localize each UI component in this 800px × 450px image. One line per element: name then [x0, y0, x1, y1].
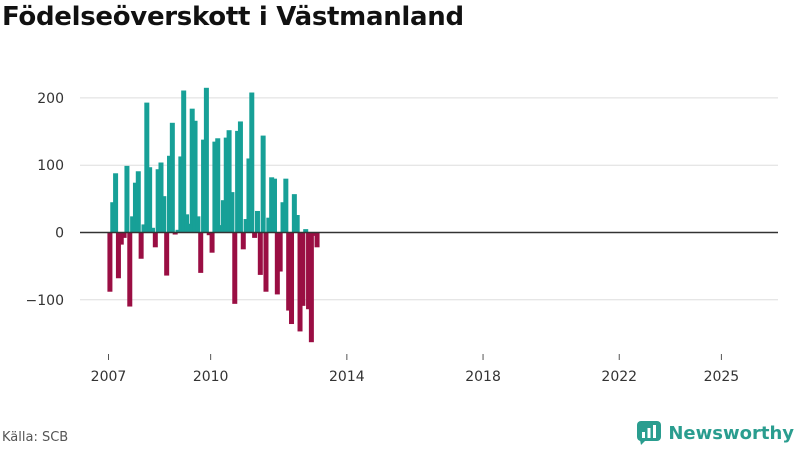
bar: [223, 137, 229, 233]
bar: [186, 223, 192, 233]
bar: [110, 202, 116, 233]
bar: [158, 162, 164, 233]
bar: [232, 232, 238, 304]
bar: [147, 167, 153, 233]
x-tick-label: 2022: [601, 369, 637, 385]
bar: [220, 200, 226, 233]
bar: [138, 232, 144, 259]
bar: [260, 135, 266, 233]
bars: [107, 87, 320, 343]
bar: [175, 229, 181, 233]
bar: [257, 232, 263, 275]
bar: [124, 165, 130, 233]
bar: [132, 182, 138, 233]
bar: [240, 232, 246, 250]
chart-title: Födelseöverskott i Västmanland: [2, 2, 464, 32]
bar: [203, 87, 209, 233]
bar: [297, 232, 303, 332]
bar: [215, 138, 221, 233]
bar: [249, 92, 255, 233]
x-tick-label: 2018: [465, 369, 501, 385]
bar: [283, 178, 289, 233]
brand-name: Newsworthy: [668, 422, 794, 444]
bar: [181, 90, 187, 233]
bar: [226, 130, 232, 233]
bar: [130, 216, 136, 233]
bar: [274, 232, 280, 295]
bar: [252, 232, 258, 238]
bar: [314, 232, 320, 248]
bar: [149, 227, 155, 233]
bar: [218, 225, 224, 233]
y-tick-label: 0: [55, 226, 64, 242]
y-tick-label: 100: [37, 158, 64, 174]
axes: −100 0 100 200 2007 2010 2014 2018 2022 2025: [26, 91, 778, 385]
bar: [172, 232, 178, 235]
bar: [263, 232, 269, 292]
bar: [152, 232, 158, 248]
bar: [212, 141, 218, 233]
bar: [269, 177, 275, 233]
bar: [235, 130, 241, 233]
bar: [303, 229, 309, 233]
bar: [286, 232, 292, 311]
bar: [277, 232, 283, 272]
bar: [113, 173, 119, 233]
bar: [291, 194, 297, 233]
x-tick-label: 2025: [704, 369, 740, 385]
bar: [209, 232, 215, 253]
bar: [246, 158, 252, 233]
bar: [254, 210, 260, 233]
bar: [178, 156, 184, 233]
bar: [308, 232, 314, 343]
x-tick-label: 2014: [329, 369, 365, 385]
bar: [127, 232, 133, 307]
y-tick-label: 200: [37, 91, 64, 107]
bar: [201, 139, 207, 233]
brand-logo: Newsworthy: [636, 420, 794, 446]
bar: [189, 108, 195, 233]
bar: [266, 217, 272, 233]
x-tick-label: 2007: [91, 369, 127, 385]
bar: [294, 215, 300, 233]
source-label: Källa: SCB: [2, 430, 69, 445]
bar: [164, 232, 170, 276]
bar: [198, 232, 204, 273]
bar: [311, 232, 317, 236]
x-tick-label: 2010: [193, 369, 229, 385]
y-tick-label: −100: [26, 293, 64, 309]
bar: [192, 120, 198, 233]
newsworthy-logo-icon: [637, 421, 662, 445]
bar: [115, 232, 121, 279]
bar: [243, 219, 249, 233]
bar: [144, 102, 150, 233]
bar: [229, 192, 235, 233]
bar: [107, 232, 113, 292]
bar: [155, 169, 161, 233]
bar: [280, 202, 286, 233]
bar: [167, 155, 173, 233]
bar: [169, 122, 175, 233]
bar: [121, 232, 127, 238]
bar: [289, 232, 295, 325]
bar: [141, 224, 147, 233]
bar: [300, 232, 306, 306]
bar: [195, 216, 201, 233]
bar: [206, 232, 212, 236]
bar: [306, 232, 312, 310]
bar: [237, 121, 243, 233]
bar: [161, 196, 167, 233]
bar: [135, 171, 141, 233]
bar: [184, 214, 190, 233]
bar: [271, 178, 277, 233]
bar: [118, 232, 124, 245]
